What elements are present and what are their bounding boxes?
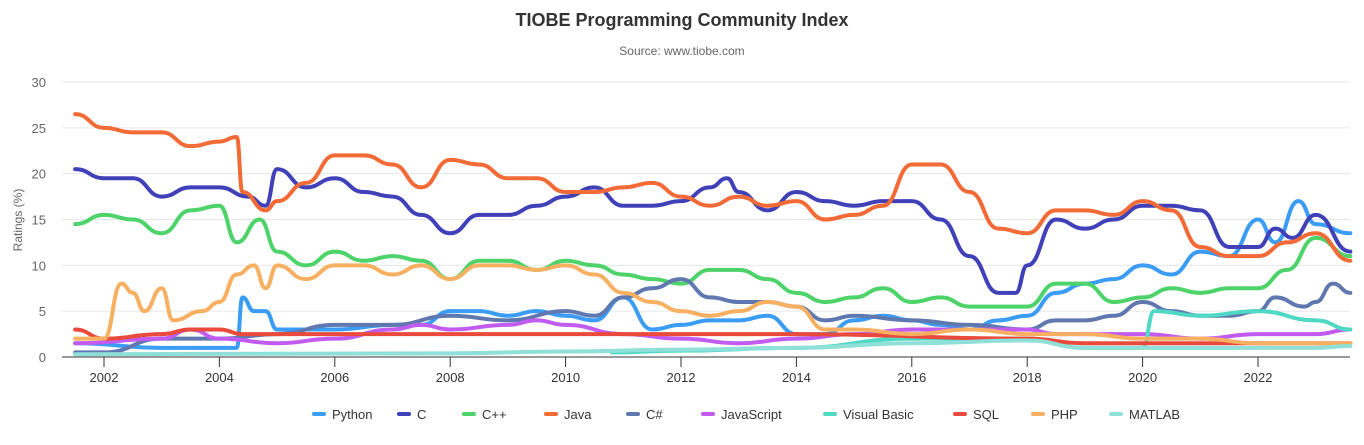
x-tick-label: 2002: [90, 370, 119, 385]
legend-label: SQL: [973, 407, 999, 422]
legend-item-sql[interactable]: SQL: [953, 407, 999, 422]
x-tick-label: 2008: [436, 370, 465, 385]
legend-item-c[interactable]: C: [397, 407, 426, 422]
x-tick-label: 2014: [782, 370, 811, 385]
y-tick-label: 0: [39, 350, 46, 365]
legend-label: PHP: [1051, 407, 1078, 422]
legend-swatch: [397, 412, 411, 416]
legend-item-python[interactable]: Python: [312, 407, 372, 422]
x-tick-label: 2010: [551, 370, 580, 385]
legend-item-java[interactable]: Java: [544, 407, 592, 422]
series-line-javascript: [73, 318, 1353, 346]
legend-item-javascript[interactable]: JavaScript: [701, 407, 782, 422]
legend-label: C#: [646, 407, 663, 422]
series-line-java: [73, 112, 1353, 263]
series-line-python: [73, 199, 1353, 350]
legend-label: C: [417, 407, 426, 422]
legend-swatch: [953, 412, 967, 416]
legend-item-c-[interactable]: C++: [462, 407, 507, 422]
series-line-matlab: [73, 338, 1353, 357]
x-tick-label: 2006: [320, 370, 349, 385]
chart-title: TIOBE Programming Community Index: [515, 10, 848, 30]
y-tick-label: 20: [32, 167, 46, 182]
legend-swatch: [1109, 412, 1123, 416]
legend-item-php[interactable]: PHP: [1031, 407, 1078, 422]
legend-swatch: [312, 412, 326, 416]
legend-label: Java: [564, 407, 592, 422]
x-tick-label: 2020: [1128, 370, 1157, 385]
legend-swatch: [1031, 412, 1045, 416]
y-tick-label: 30: [32, 75, 46, 90]
legend-swatch: [462, 412, 476, 416]
x-tick-label: 2004: [205, 370, 234, 385]
chart-subtitle: Source: www.tiobe.com: [619, 44, 744, 58]
y-axis-label: Ratings (%): [11, 189, 25, 252]
legend-swatch: [823, 412, 837, 416]
series-line-php: [73, 263, 1353, 346]
series-line-c: [73, 167, 1353, 295]
legend-item-matlab[interactable]: MATLAB: [1109, 407, 1180, 422]
x-tick-label: 2012: [667, 370, 696, 385]
x-tick-label: 2016: [897, 370, 926, 385]
legend-item-c-[interactable]: C#: [626, 407, 663, 422]
legend-swatch: [626, 412, 640, 416]
legend-label: Python: [332, 407, 372, 422]
y-tick-label: 25: [32, 121, 46, 136]
legend-label: JavaScript: [721, 407, 782, 422]
x-tick-label: 2022: [1244, 370, 1273, 385]
series-line-sql: [73, 327, 1353, 346]
y-tick-label: 15: [32, 213, 46, 228]
legend-item-visual-basic[interactable]: Visual Basic: [823, 407, 914, 422]
legend-label: MATLAB: [1129, 407, 1180, 422]
legend-label: Visual Basic: [843, 407, 914, 422]
legend-swatch: [544, 412, 558, 416]
legend-swatch: [701, 412, 715, 416]
x-tick-label: 2018: [1013, 370, 1042, 385]
y-tick-label: 5: [39, 304, 46, 319]
legend-label: C++: [482, 407, 507, 422]
series-line-c-: [73, 203, 1353, 309]
y-tick-label: 10: [32, 258, 46, 273]
